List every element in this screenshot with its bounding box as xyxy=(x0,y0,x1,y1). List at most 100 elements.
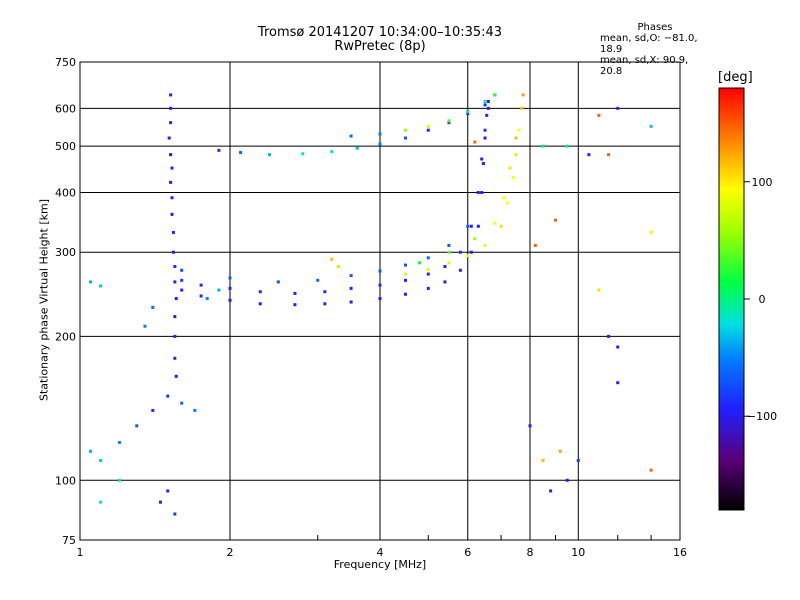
chart-title: Tromsø 20141207 10:34:00–10:35:43 RwPret… xyxy=(240,26,520,54)
data-point xyxy=(403,278,407,282)
data-point xyxy=(99,284,103,288)
data-point xyxy=(180,401,184,405)
data-point xyxy=(426,124,430,128)
data-point xyxy=(170,166,174,170)
data-point xyxy=(483,103,487,107)
x-axis-ticks: 1 2 4 6 8 10 16 xyxy=(77,535,687,559)
data-point xyxy=(483,100,487,104)
data-point xyxy=(597,113,601,117)
data-point xyxy=(480,190,484,194)
y-tick-label: 75 xyxy=(62,534,76,547)
y-axis-label: Stationary phase Virtual Height [km] xyxy=(37,198,51,402)
data-point xyxy=(493,221,497,225)
y-tick-label: 400 xyxy=(55,186,76,199)
data-point xyxy=(502,196,506,200)
data-point xyxy=(493,93,497,97)
data-point xyxy=(323,302,327,306)
data-point xyxy=(426,286,430,290)
data-point xyxy=(330,257,334,261)
data-point xyxy=(426,128,430,132)
data-point xyxy=(466,254,470,258)
phase-info: Phases mean, sd,O: −81.0, 18.9 mean, sd,… xyxy=(600,22,710,77)
data-point xyxy=(541,144,545,148)
data-point xyxy=(466,112,470,116)
data-point xyxy=(649,230,653,234)
y-tick-label: 750 xyxy=(55,56,76,69)
data-point xyxy=(403,272,407,276)
data-point xyxy=(616,381,620,385)
y-axis-ticks: 75 100 200 300 400 500 600 750 xyxy=(55,56,76,547)
data-point xyxy=(151,305,155,309)
data-point xyxy=(616,345,620,349)
data-point xyxy=(528,424,532,428)
x-tick-label: 2 xyxy=(227,546,234,559)
y-tick-label: 100 xyxy=(55,474,76,487)
data-point xyxy=(473,237,477,241)
data-point xyxy=(171,230,175,234)
title-line-1: Tromsø 20141207 10:34:00–10:35:43 xyxy=(257,25,503,40)
data-point xyxy=(193,408,197,412)
data-point xyxy=(533,243,537,247)
data-point xyxy=(447,119,451,123)
data-point xyxy=(447,243,451,247)
data-point xyxy=(505,201,509,205)
data-point xyxy=(517,128,521,132)
data-point xyxy=(378,297,382,301)
data-point xyxy=(447,121,451,125)
data-point xyxy=(520,106,524,110)
data-point xyxy=(483,136,487,140)
data-point xyxy=(649,468,653,472)
data-point xyxy=(576,458,580,462)
data-point xyxy=(403,128,407,132)
data-point xyxy=(403,263,407,267)
x-tick-label: 10 xyxy=(571,546,585,559)
data-point xyxy=(293,303,297,307)
data-point xyxy=(228,286,232,290)
data-point xyxy=(267,153,271,157)
data-point xyxy=(173,512,177,516)
data-point xyxy=(417,261,421,265)
title-line-2: RwPretec (8p) xyxy=(334,39,426,54)
data-point xyxy=(514,153,518,157)
data-point xyxy=(466,110,470,114)
data-point xyxy=(173,280,177,284)
data-point xyxy=(469,224,473,228)
data-point xyxy=(443,265,447,269)
data-point xyxy=(447,250,451,254)
data-point xyxy=(514,136,518,140)
data-point xyxy=(316,278,320,282)
phase-line-o: mean, sd,O: −81.0, 18.9 xyxy=(600,33,698,55)
data-point xyxy=(169,106,173,110)
data-point xyxy=(301,152,305,156)
data-point xyxy=(169,180,173,184)
data-point xyxy=(541,458,545,462)
data-point xyxy=(349,300,353,304)
x-axis-label: Frequency [MHz] xyxy=(333,558,427,571)
data-point xyxy=(486,106,490,110)
data-point xyxy=(258,302,262,306)
colorbar-ticks: 100 0 −100 xyxy=(744,176,777,423)
data-point xyxy=(173,265,177,269)
data-point xyxy=(199,283,203,287)
data-point xyxy=(349,274,353,278)
data-point xyxy=(135,424,139,428)
colorbar-tick-label: 0 xyxy=(759,293,766,306)
data-point xyxy=(99,458,103,462)
data-point xyxy=(330,150,334,154)
data-point xyxy=(180,278,184,282)
data-point xyxy=(458,268,462,272)
data-point xyxy=(151,408,155,412)
data-point xyxy=(170,212,174,216)
data-point xyxy=(355,146,359,150)
data-point xyxy=(458,250,462,254)
data-point xyxy=(481,161,485,165)
x-tick-label: 16 xyxy=(673,546,687,559)
x-tick-label: 8 xyxy=(527,546,534,559)
data-point xyxy=(486,100,490,104)
data-point xyxy=(349,286,353,290)
data-point xyxy=(480,157,484,161)
colorbar-tick-label: 100 xyxy=(752,176,773,189)
data-point xyxy=(169,153,173,157)
data-point xyxy=(199,294,203,298)
colorbar xyxy=(719,88,744,510)
